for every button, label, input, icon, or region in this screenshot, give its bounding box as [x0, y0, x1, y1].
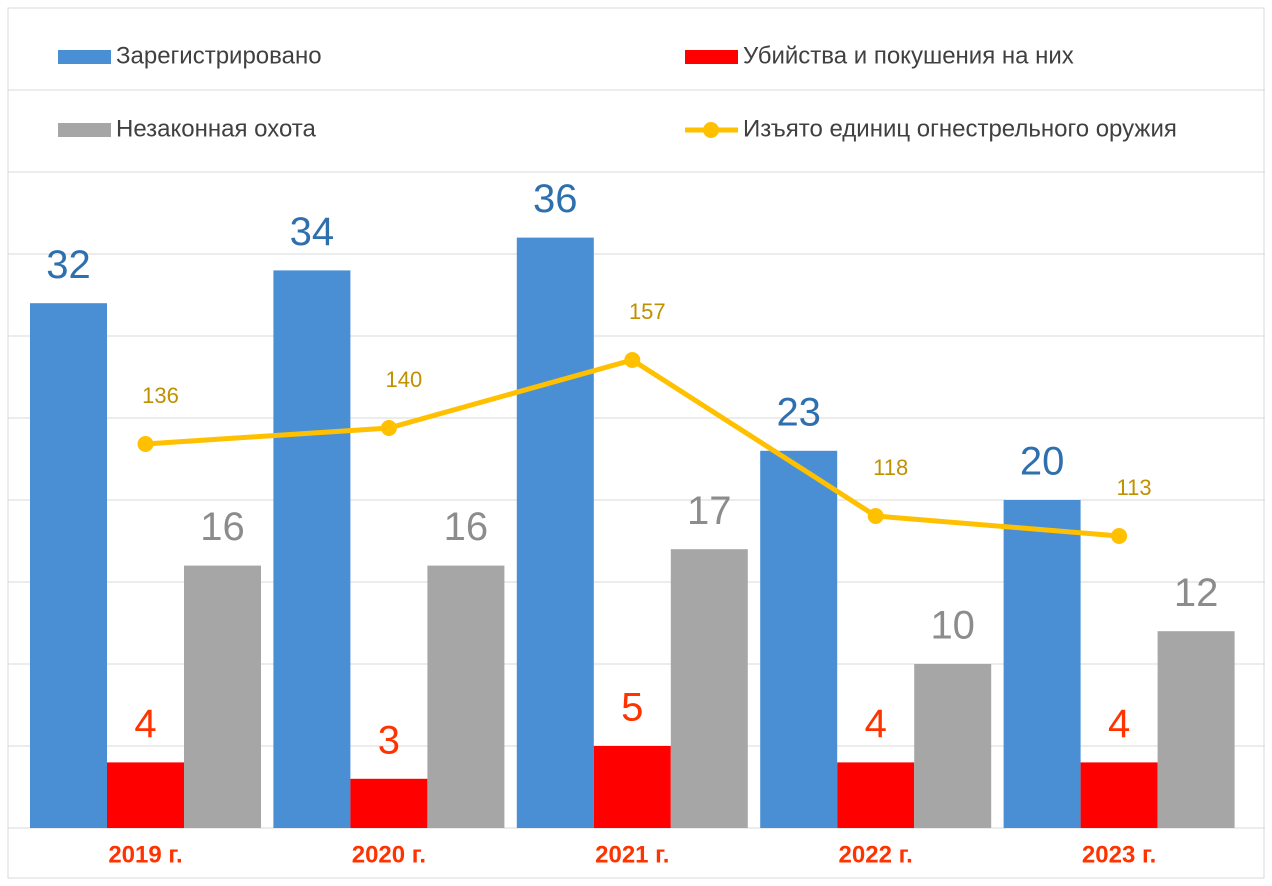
line-label: 118: [873, 455, 908, 480]
data-label: 4: [865, 702, 887, 746]
bar: [30, 303, 107, 828]
bar: [760, 450, 838, 828]
legend-swatch: [58, 50, 111, 64]
bar: [427, 565, 505, 828]
x-tick-label: 2020 г.: [352, 841, 426, 868]
bar: [1157, 631, 1235, 828]
data-label: 23: [776, 390, 821, 434]
bar: [670, 549, 748, 828]
line-marker: [380, 420, 397, 436]
bar: [516, 237, 594, 829]
line-label: 136: [142, 383, 179, 408]
data-label: 32: [46, 243, 91, 287]
data-label: 10: [930, 604, 975, 648]
legend-label: Незаконная охота: [116, 115, 316, 142]
line-label: 157: [629, 299, 666, 324]
bar: [273, 270, 351, 828]
data-label: 12: [1174, 571, 1219, 615]
bar: [1003, 500, 1081, 828]
x-tick-label: 2021 г.: [595, 841, 669, 868]
data-label: 16: [444, 505, 489, 549]
line-label: 113: [1117, 475, 1152, 500]
legend-label: Зарегистрировано: [116, 42, 322, 69]
line-marker: [137, 436, 154, 452]
bar: [1080, 762, 1158, 828]
data-label: 16: [200, 505, 245, 549]
x-tick-label: 2019 г.: [108, 841, 182, 868]
line-marker: [1111, 528, 1128, 544]
line-marker: [624, 352, 641, 368]
bar: [837, 762, 915, 828]
data-label: 34: [290, 210, 335, 254]
legend-swatch: [58, 123, 111, 137]
x-tick-label: 2022 г.: [839, 841, 913, 868]
x-tick-label: 2023 г.: [1082, 841, 1156, 868]
legend-swatch: [685, 50, 738, 64]
data-label: 36: [533, 177, 578, 221]
bar: [593, 746, 671, 828]
bar: [914, 664, 992, 828]
bar: [350, 778, 428, 828]
legend-swatch: [703, 122, 719, 138]
data-label: 3: [378, 718, 400, 762]
data-label: 17: [687, 489, 732, 533]
legend-label: Убийства и покушения на них: [743, 42, 1074, 69]
data-label: 4: [134, 702, 156, 746]
data-label: 5: [621, 686, 643, 730]
line-label: 140: [386, 367, 423, 392]
data-label: 4: [1108, 702, 1130, 746]
legend-label: Изъято единиц огнестрельного оружия: [743, 115, 1177, 142]
line-marker: [867, 508, 884, 524]
data-label: 20: [1020, 440, 1065, 484]
bar: [184, 565, 261, 828]
bar: [107, 762, 184, 828]
